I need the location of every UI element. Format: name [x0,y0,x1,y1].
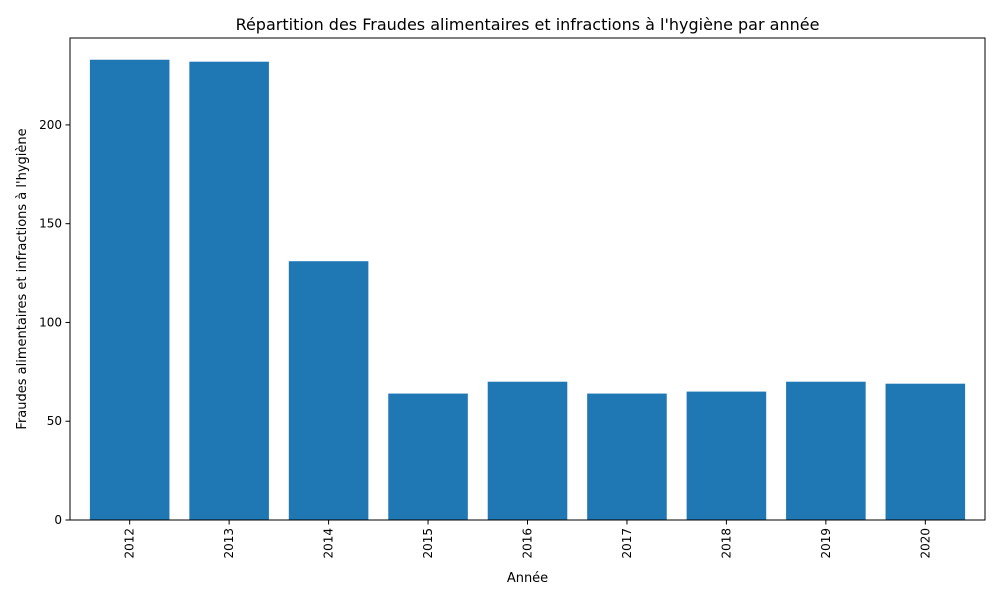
x-axis: 2012 2013 2014 2015 2016 2017 2018 2019 2020 [123,520,932,559]
y-tick-label: 0 [54,513,62,527]
bar-2014 [288,261,369,520]
bars-group [89,59,966,520]
bar-2017 [587,393,667,520]
chart-title: Répartition des Fraudes alimentaires et … [236,15,820,34]
y-tick-label: 100 [39,315,62,329]
x-tick-label: 2020 [918,528,932,559]
bar-2016 [487,381,568,520]
x-tick-label: 2013 [222,528,236,559]
bar-2013 [189,61,269,520]
x-tick-label: 2019 [819,528,833,559]
x-tick-label: 2018 [719,528,733,559]
y-tick-label: 200 [39,118,62,132]
bar-2015 [388,393,468,520]
x-tick-label: 2017 [620,528,634,559]
y-tick-label: 50 [47,414,62,428]
y-axis: 0 50 100 150 200 [39,118,70,527]
x-tick-label: 2012 [123,528,137,559]
bar-2020 [885,383,966,520]
x-tick-label: 2014 [322,528,336,559]
x-tick-label: 2016 [521,528,535,559]
y-axis-label: Fraudes alimentaires et infractions à l'… [15,128,30,429]
y-tick-label: 150 [39,217,62,231]
x-axis-label: Année [507,571,548,586]
bar-2012 [89,59,170,520]
bar-2018 [686,391,767,520]
x-tick-label: 2015 [421,528,435,559]
plot-frame [69,37,986,521]
bar-2019 [786,381,866,520]
